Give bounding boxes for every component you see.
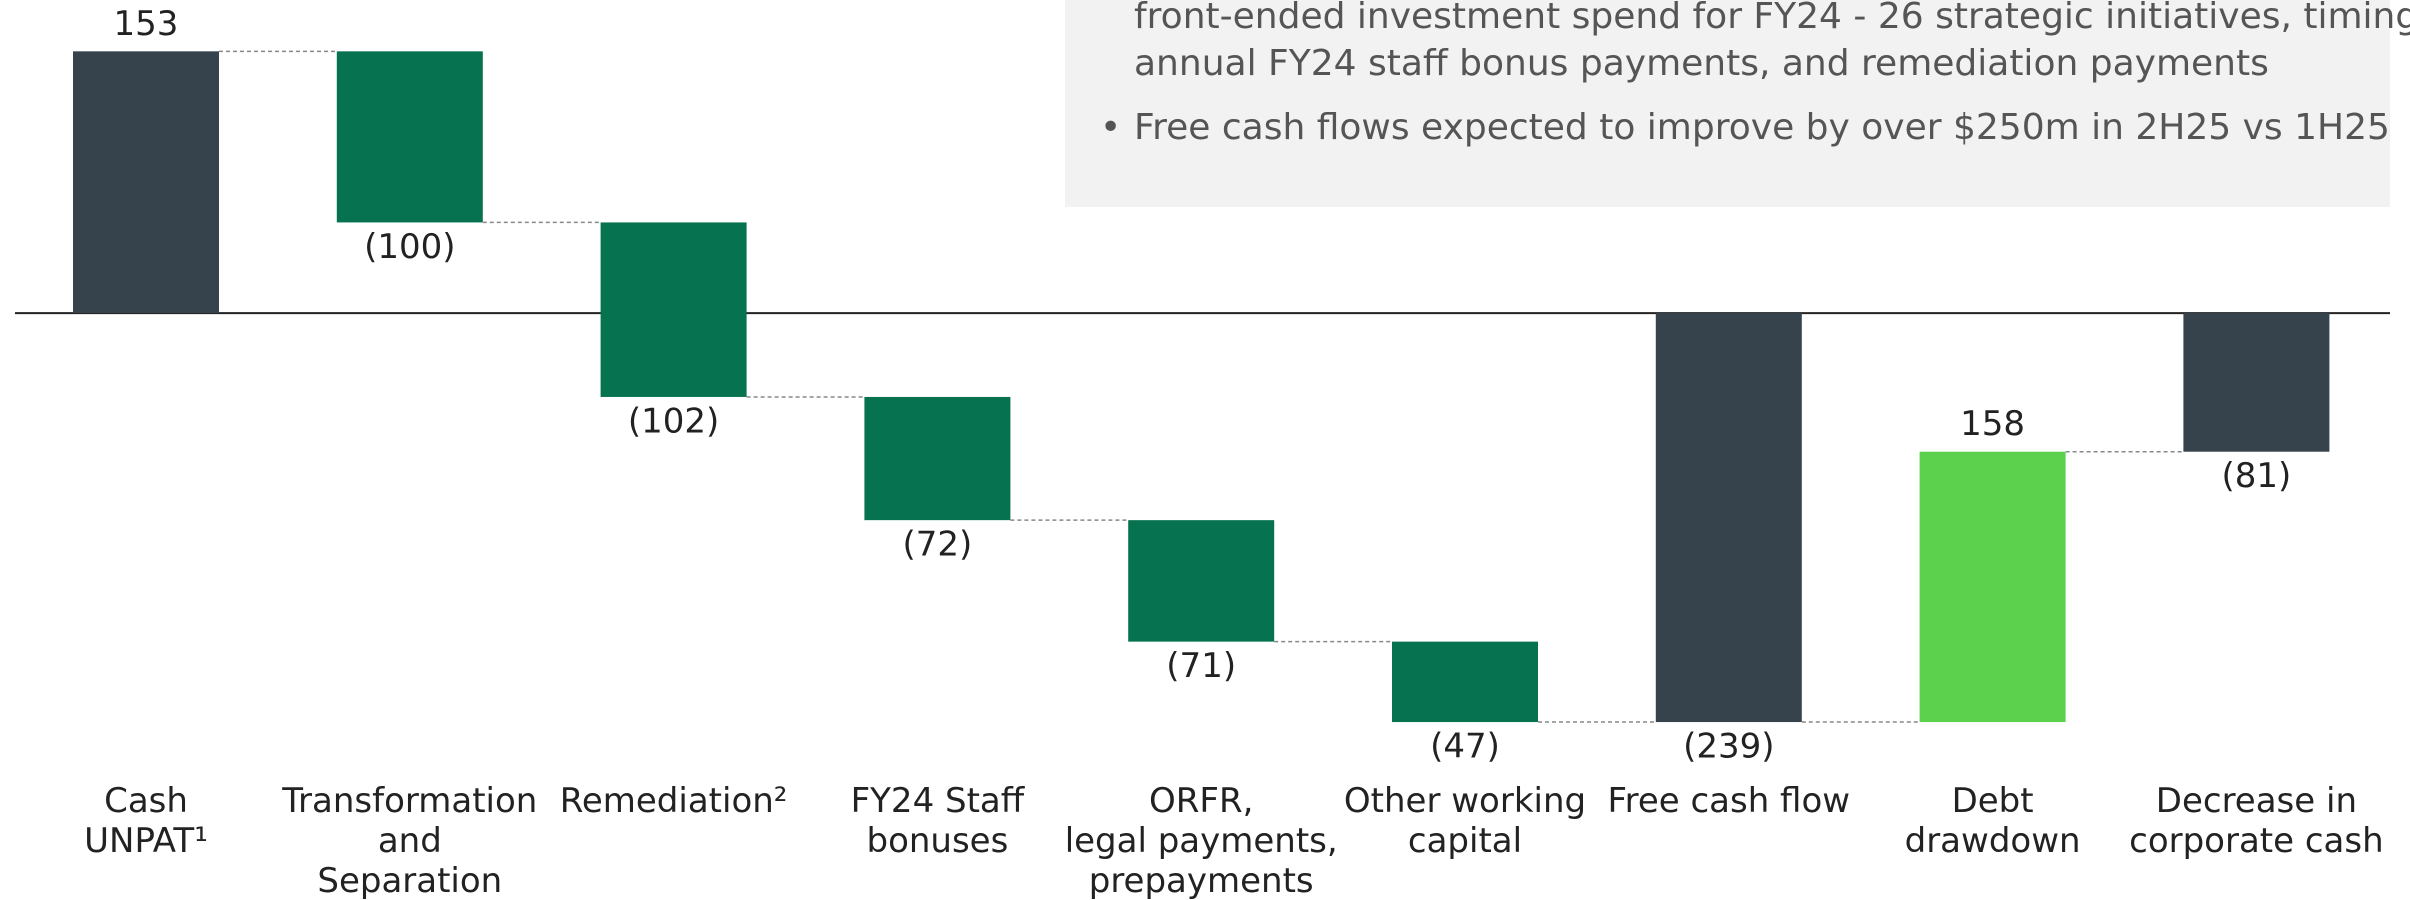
x-tick-label: Decrease in corporate cash [2129,781,2384,861]
bar [1392,641,1538,723]
label-line: ORFR, [1149,781,1253,821]
label-line: prepayments [1089,861,1314,900]
bar [2183,313,2330,452]
label-line: Free cash flow [1608,781,1851,821]
x-tick-label: Debt drawdown [1905,781,2081,861]
label-line: legal payments, [1065,821,1338,861]
note-box [1065,0,2390,207]
value-label: (100) [364,227,455,267]
bar [600,222,747,397]
label-line: FY24 Staff [851,781,1026,821]
label-line: Debt [1952,781,2034,821]
value-label: (72) [903,525,973,565]
label-line: corporate cash [2129,821,2384,861]
note-line: front-ended investment spend for FY24 - … [1134,0,2410,37]
value-label: (81) [2222,456,2292,496]
value-label: (47) [1430,727,1500,767]
x-tick-label: FY24 Staff bonuses [851,781,1026,861]
note-bullet: Free cash flows expected to improve by o… [1134,107,2390,148]
x-tick-label: Other working capital [1344,781,1586,861]
label-line: Separation [317,861,502,900]
label-line: Decrease in [2156,781,2357,821]
bullet: • [1100,107,1121,148]
value-label: (71) [1166,646,1236,686]
bar [864,396,1011,521]
value-label: (239) [1683,727,1774,767]
x-tick-label: Remediation² [560,781,788,821]
label-line: drawdown [1905,821,2081,861]
label-line: bonuses [866,821,1008,861]
label-line: Remediation² [560,781,788,821]
label-line: capital [1408,821,1522,861]
x-tick-label: Transformation and Separation [281,781,537,900]
label-line: Transformation [281,781,537,821]
value-label: (102) [628,401,719,441]
label-line: and [378,821,442,861]
bar [73,51,219,314]
bar [1919,451,2066,723]
value-label: 153 [114,4,179,44]
value-label: 158 [1960,404,2025,444]
label-line: Cash [104,781,188,821]
label-line: Other working [1344,781,1586,821]
label-line: UNPAT¹ [84,821,208,861]
x-tick-label: Cash UNPAT¹ [84,781,208,861]
bar [336,51,483,223]
x-tick-label: ORFR, legal payments, prepayments [1065,781,1338,900]
note-line: annual FY24 staff bonus payments, and re… [1134,43,2269,84]
x-tick-label: Free cash flow [1608,781,1851,821]
bar [1128,520,1275,642]
bar [1655,313,1802,723]
